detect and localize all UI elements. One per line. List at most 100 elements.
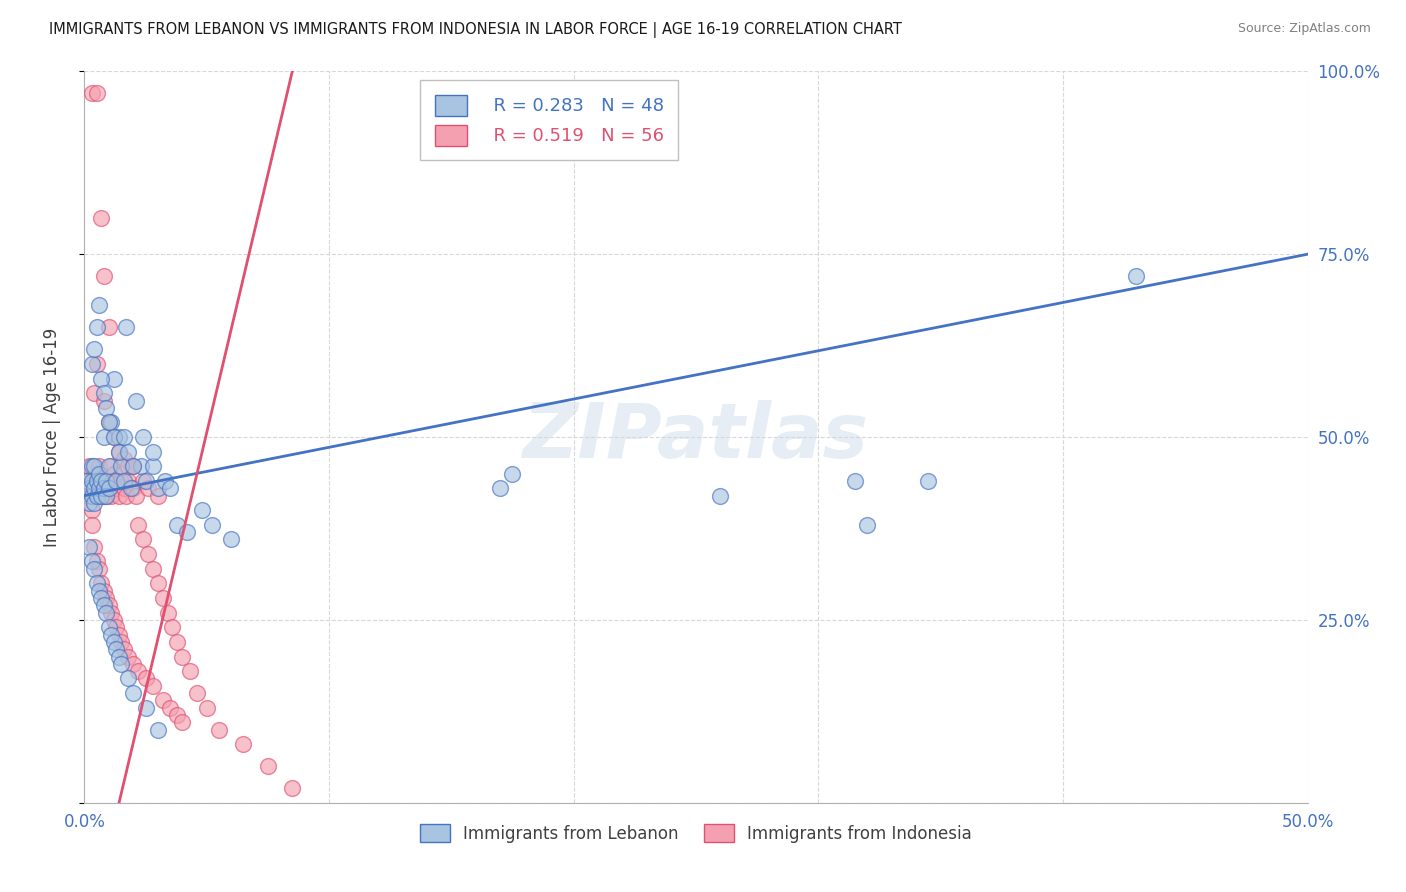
- Point: [107, 430, 129, 444]
- Point: [97, 620, 120, 634]
- Point: [77, 489, 100, 503]
- Point: [97, 459, 120, 474]
- Point: [83, 481, 105, 495]
- Point: [166, 635, 188, 649]
- Point: [96, 489, 118, 503]
- Point: [97, 416, 120, 430]
- Point: [83, 496, 105, 510]
- Point: [146, 489, 169, 503]
- Point: [90, 489, 112, 503]
- Point: [86, 554, 108, 568]
- Point: [87, 489, 110, 503]
- Point: [83, 459, 105, 474]
- Point: [132, 430, 155, 444]
- Point: [856, 517, 879, 532]
- Point: [146, 576, 169, 591]
- Point: [136, 547, 159, 561]
- Point: [110, 657, 132, 671]
- Point: [127, 664, 149, 678]
- Point: [115, 320, 138, 334]
- Point: [93, 430, 115, 444]
- Point: [105, 474, 128, 488]
- Point: [219, 533, 242, 547]
- Point: [93, 489, 115, 503]
- Point: [87, 583, 110, 598]
- Point: [281, 781, 304, 796]
- Point: [103, 635, 125, 649]
- Point: [103, 474, 125, 488]
- Point: [93, 583, 115, 598]
- Point: [96, 401, 118, 415]
- Point: [142, 562, 165, 576]
- Point: [156, 606, 179, 620]
- Point: [93, 474, 115, 488]
- Text: IMMIGRANTS FROM LEBANON VS IMMIGRANTS FROM INDONESIA IN LABOR FORCE | AGE 16-19 : IMMIGRANTS FROM LEBANON VS IMMIGRANTS FR…: [49, 22, 903, 38]
- Point: [122, 459, 145, 474]
- Point: [97, 481, 120, 495]
- Point: [86, 489, 108, 503]
- Point: [90, 371, 112, 385]
- Point: [112, 481, 135, 495]
- Point: [179, 664, 201, 678]
- Text: Source: ZipAtlas.com: Source: ZipAtlas.com: [1237, 22, 1371, 36]
- Point: [87, 474, 110, 488]
- Point: [135, 700, 157, 714]
- Point: [93, 393, 115, 408]
- Point: [112, 452, 135, 467]
- Point: [97, 481, 120, 495]
- Point: [96, 606, 118, 620]
- Point: [97, 416, 120, 430]
- Point: [77, 481, 100, 495]
- Point: [100, 489, 122, 503]
- Point: [105, 481, 128, 495]
- Point: [117, 672, 139, 686]
- Point: [86, 474, 108, 488]
- Point: [107, 489, 129, 503]
- Point: [96, 474, 118, 488]
- Point: [191, 503, 214, 517]
- Point: [127, 517, 149, 532]
- Point: [90, 576, 112, 591]
- Point: [103, 430, 125, 444]
- Point: [80, 459, 103, 474]
- Point: [87, 459, 110, 474]
- Point: [195, 700, 218, 714]
- Point: [105, 620, 128, 634]
- Point: [125, 393, 148, 408]
- Point: [86, 87, 108, 101]
- Point: [77, 459, 100, 474]
- Point: [87, 298, 110, 312]
- Point: [135, 474, 157, 488]
- Point: [105, 642, 128, 657]
- Point: [200, 517, 222, 532]
- Point: [80, 357, 103, 371]
- Point: [83, 540, 105, 554]
- Point: [110, 635, 132, 649]
- Point: [122, 459, 145, 474]
- Point: [142, 679, 165, 693]
- Point: [90, 474, 112, 488]
- Point: [87, 481, 110, 495]
- Point: [76, 474, 98, 488]
- Point: [96, 489, 118, 503]
- Point: [93, 599, 115, 613]
- Point: [120, 481, 142, 495]
- Point: [96, 474, 118, 488]
- Point: [80, 503, 103, 517]
- Point: [110, 474, 132, 488]
- Point: [107, 444, 129, 458]
- Point: [100, 416, 122, 430]
- Point: [80, 554, 103, 568]
- Legend: Immigrants from Lebanon, Immigrants from Indonesia: Immigrants from Lebanon, Immigrants from…: [413, 818, 979, 849]
- Point: [110, 459, 132, 474]
- Point: [112, 430, 135, 444]
- Point: [125, 489, 148, 503]
- Point: [83, 481, 105, 495]
- Point: [97, 474, 120, 488]
- Point: [93, 386, 115, 401]
- Point: [103, 467, 125, 481]
- Point: [93, 481, 115, 495]
- Point: [117, 649, 139, 664]
- Point: [153, 474, 176, 488]
- Point: [76, 474, 98, 488]
